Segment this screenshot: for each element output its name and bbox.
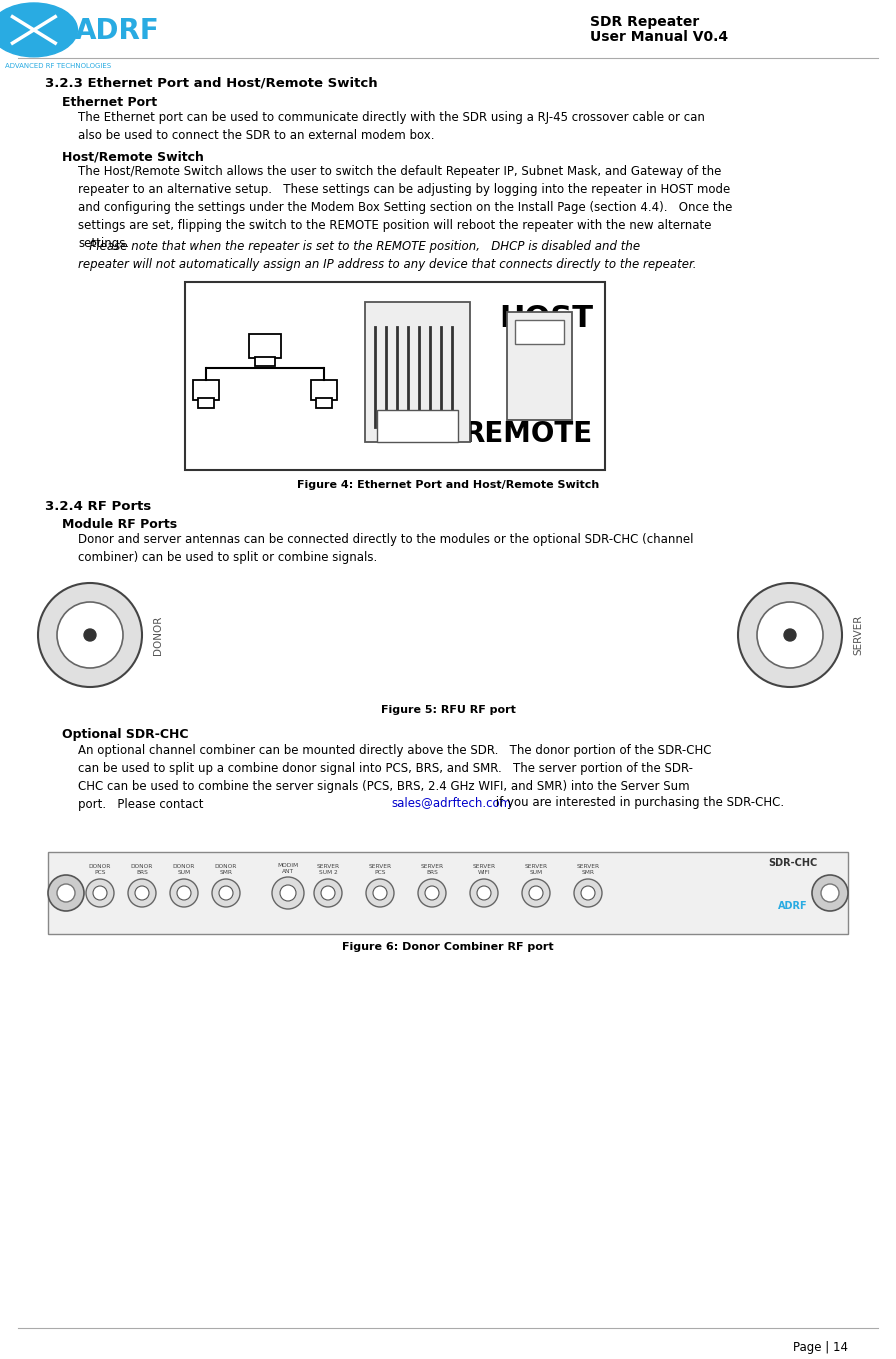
Bar bbox=[365, 302, 470, 442]
Bar bbox=[255, 357, 275, 366]
Bar bbox=[311, 381, 337, 400]
Text: SERVER
SMR: SERVER SMR bbox=[576, 864, 599, 875]
Text: Figure 4: Ethernet Port and Host/Remote Switch: Figure 4: Ethernet Port and Host/Remote … bbox=[297, 480, 599, 491]
Circle shape bbox=[135, 886, 149, 900]
Circle shape bbox=[784, 629, 796, 641]
Text: DONOR
SMR: DONOR SMR bbox=[215, 864, 237, 875]
Circle shape bbox=[529, 886, 543, 900]
Bar bbox=[193, 381, 219, 400]
Circle shape bbox=[425, 886, 439, 900]
Text: Please note that when the repeater is set to the REMOTE position,   DHCP is disa: Please note that when the repeater is se… bbox=[78, 241, 696, 270]
Circle shape bbox=[757, 602, 823, 669]
Text: Figure 6: Donor Combiner RF port: Figure 6: Donor Combiner RF port bbox=[342, 942, 554, 953]
Text: SERVER: SERVER bbox=[853, 614, 863, 655]
Text: SDR Repeater: SDR Repeater bbox=[590, 15, 699, 29]
Text: ADVANCED RF TECHNOLOGIES: ADVANCED RF TECHNOLOGIES bbox=[4, 63, 111, 69]
Text: Figure 5: RFU RF port: Figure 5: RFU RF port bbox=[381, 705, 515, 715]
Text: User Manual V0.4: User Manual V0.4 bbox=[590, 30, 728, 43]
Text: SDR-CHC: SDR-CHC bbox=[769, 858, 818, 868]
Text: if you are interested in purchasing the SDR-CHC.: if you are interested in purchasing the … bbox=[492, 796, 784, 809]
Circle shape bbox=[219, 886, 233, 900]
Bar bbox=[198, 398, 214, 408]
Text: SERVER
WIFI: SERVER WIFI bbox=[472, 864, 495, 875]
Bar bbox=[185, 283, 605, 470]
Circle shape bbox=[314, 879, 342, 906]
Bar bbox=[377, 410, 458, 442]
Text: 3.2.3 Ethernet Port and Host/Remote Switch: 3.2.3 Ethernet Port and Host/Remote Swit… bbox=[45, 76, 377, 88]
Circle shape bbox=[738, 583, 842, 688]
Circle shape bbox=[321, 886, 335, 900]
Text: Module RF Ports: Module RF Ports bbox=[62, 518, 177, 531]
Text: SERVER
PCS: SERVER PCS bbox=[368, 864, 392, 875]
Text: MODIM
ANT: MODIM ANT bbox=[278, 863, 298, 874]
Circle shape bbox=[84, 629, 96, 641]
Circle shape bbox=[86, 879, 114, 906]
Text: Ethernet Port: Ethernet Port bbox=[62, 96, 157, 109]
Circle shape bbox=[574, 879, 602, 906]
Text: 3.2.4 RF Ports: 3.2.4 RF Ports bbox=[45, 500, 151, 512]
Circle shape bbox=[48, 875, 84, 911]
Text: DONOR
PCS: DONOR PCS bbox=[89, 864, 111, 875]
Text: sales@adrftech.com: sales@adrftech.com bbox=[391, 796, 511, 809]
Circle shape bbox=[581, 886, 595, 900]
Circle shape bbox=[93, 886, 107, 900]
Circle shape bbox=[366, 879, 394, 906]
Bar bbox=[515, 319, 564, 344]
Text: SERVER
SUM: SERVER SUM bbox=[524, 864, 547, 875]
Text: ADRF: ADRF bbox=[75, 18, 159, 45]
Circle shape bbox=[57, 883, 75, 902]
Circle shape bbox=[212, 879, 240, 906]
Text: ADRF: ADRF bbox=[779, 901, 808, 911]
Circle shape bbox=[57, 602, 123, 669]
Circle shape bbox=[0, 3, 77, 57]
Text: DONOR: DONOR bbox=[153, 616, 163, 655]
Bar bbox=[48, 852, 848, 934]
Bar bbox=[507, 313, 572, 420]
Text: REMOTE: REMOTE bbox=[464, 420, 593, 448]
Circle shape bbox=[38, 583, 142, 688]
Bar bbox=[249, 334, 281, 357]
Text: Donor and server antennas can be connected directly to the modules or the option: Donor and server antennas can be connect… bbox=[78, 533, 694, 564]
Circle shape bbox=[373, 886, 387, 900]
Text: The Ethernet port can be used to communicate directly with the SDR using a RJ-45: The Ethernet port can be used to communi… bbox=[78, 111, 705, 141]
Text: SERVER
SUM 2: SERVER SUM 2 bbox=[316, 864, 340, 875]
Text: DONOR
BRS: DONOR BRS bbox=[131, 864, 153, 875]
Text: An optional channel combiner can be mounted directly above the SDR.   The donor : An optional channel combiner can be moun… bbox=[78, 743, 711, 811]
Circle shape bbox=[477, 886, 491, 900]
Text: Host/Remote Switch: Host/Remote Switch bbox=[62, 149, 204, 163]
Circle shape bbox=[821, 883, 839, 902]
Text: Page | 14: Page | 14 bbox=[793, 1341, 848, 1354]
Text: The Host/Remote Switch allows the user to switch the default Repeater IP, Subnet: The Host/Remote Switch allows the user t… bbox=[78, 164, 732, 250]
Text: Optional SDR-CHC: Optional SDR-CHC bbox=[62, 728, 188, 741]
Circle shape bbox=[812, 875, 848, 911]
Text: DONOR
SUM: DONOR SUM bbox=[173, 864, 195, 875]
Circle shape bbox=[177, 886, 191, 900]
Circle shape bbox=[170, 879, 198, 906]
Bar bbox=[316, 398, 332, 408]
Circle shape bbox=[522, 879, 550, 906]
Circle shape bbox=[272, 877, 304, 909]
Circle shape bbox=[418, 879, 446, 906]
Circle shape bbox=[128, 879, 156, 906]
Circle shape bbox=[280, 885, 296, 901]
Text: SERVER
BRS: SERVER BRS bbox=[420, 864, 444, 875]
Circle shape bbox=[470, 879, 498, 906]
Text: HOST: HOST bbox=[499, 304, 593, 333]
